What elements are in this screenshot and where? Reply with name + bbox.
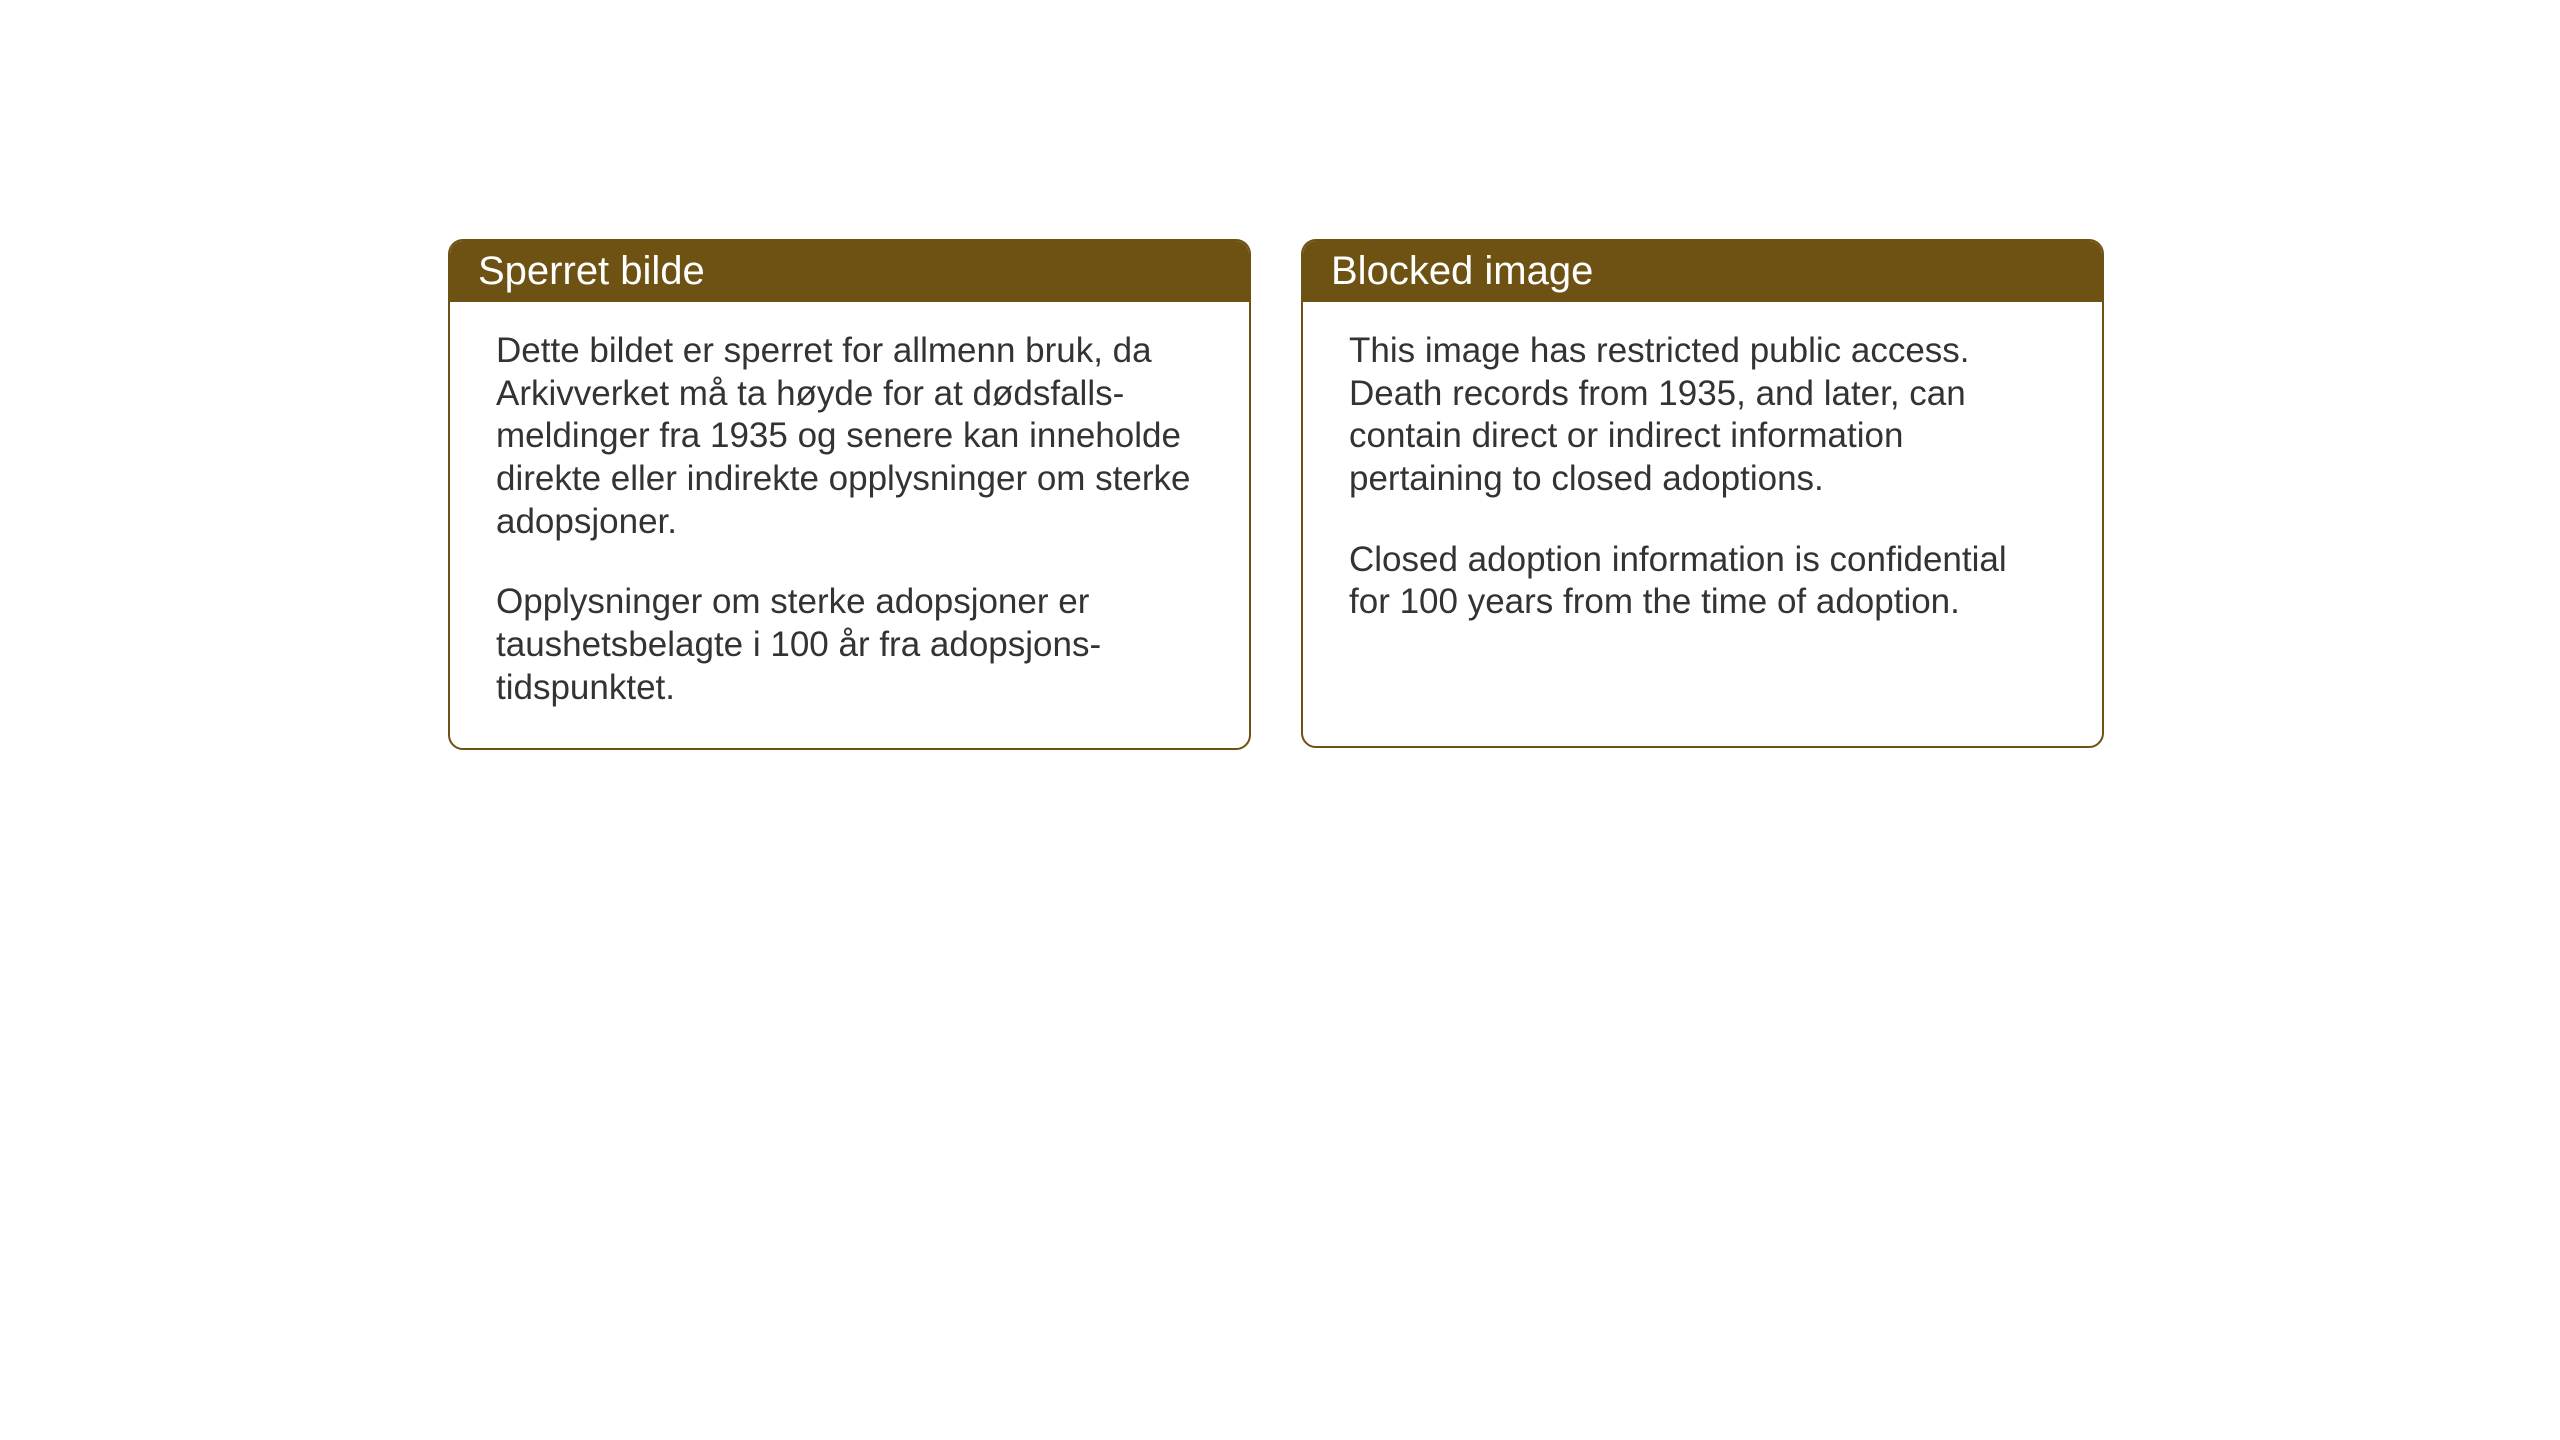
notice-container: Sperret bilde Dette bildet er sperret fo… xyxy=(448,239,2104,750)
norwegian-paragraph-2: Opplysninger om sterke adopsjoner er tau… xyxy=(496,581,1203,709)
english-paragraph-1: This image has restricted public access.… xyxy=(1349,330,2056,501)
english-card-body: This image has restricted public access.… xyxy=(1303,302,2102,662)
norwegian-card-title: Sperret bilde xyxy=(450,241,1249,302)
norwegian-paragraph-1: Dette bildet er sperret for allmenn bruk… xyxy=(496,330,1203,543)
norwegian-card-body: Dette bildet er sperret for allmenn bruk… xyxy=(450,302,1249,748)
norwegian-notice-card: Sperret bilde Dette bildet er sperret fo… xyxy=(448,239,1251,750)
english-card-title: Blocked image xyxy=(1303,241,2102,302)
english-notice-card: Blocked image This image has restricted … xyxy=(1301,239,2104,748)
english-paragraph-2: Closed adoption information is confident… xyxy=(1349,539,2056,624)
